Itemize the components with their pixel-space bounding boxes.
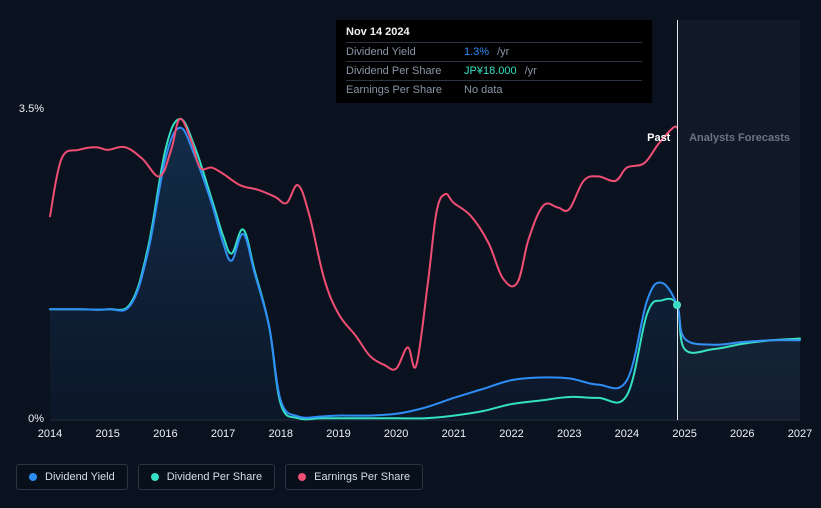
tooltip-row-unit: /yr bbox=[525, 65, 537, 77]
x-tick-label: 2014 bbox=[38, 428, 62, 440]
dividend-chart: 0% 3.5% 2014 2015 2016 2017 2018 2019 2020 2021 2… bbox=[0, 0, 821, 508]
y-tick-label: 3.5% bbox=[14, 103, 44, 115]
forecast-shade bbox=[677, 20, 800, 420]
x-tick-label: 2018 bbox=[269, 428, 293, 440]
x-tick-label: 2024 bbox=[615, 428, 639, 440]
tooltip-row-value: 1.3% bbox=[464, 46, 489, 58]
tooltip-date: Nov 14 2024 bbox=[346, 26, 642, 42]
tooltip-row-unit: /yr bbox=[497, 46, 509, 58]
x-tick-label: 2021 bbox=[442, 428, 466, 440]
legend-dot-icon bbox=[29, 473, 37, 481]
hover-tooltip: Nov 14 2024 Dividend Yield1.3%/yrDividen… bbox=[336, 20, 652, 103]
y-tick-label: 0% bbox=[14, 413, 44, 425]
tooltip-row: Dividend Yield 1.3% /yr bbox=[346, 42, 642, 61]
tooltip-row-label: Dividend Yield bbox=[346, 46, 458, 58]
now-vertical-line bbox=[677, 20, 678, 420]
x-tick-label: 2022 bbox=[499, 428, 523, 440]
legend-label: Dividend Yield bbox=[45, 471, 115, 483]
tooltip-row: Earnings Per Share No data bbox=[346, 80, 642, 99]
tooltip-row-value: JP¥18.000 bbox=[464, 65, 517, 77]
x-tick-label: 2023 bbox=[557, 428, 581, 440]
tooltip-row-label: Earnings Per Share bbox=[346, 84, 458, 96]
legend-label: Earnings Per Share bbox=[314, 471, 410, 483]
legend-label: Dividend Per Share bbox=[167, 471, 262, 483]
tooltip-row: Dividend Per Share JP¥18.000/yr bbox=[346, 61, 642, 80]
chart-legend: Dividend Yield Dividend Per Share Earnin… bbox=[16, 464, 423, 490]
hover-marker-dot bbox=[673, 301, 681, 309]
x-tick-label: 2017 bbox=[211, 428, 235, 440]
legend-item-dividend-yield[interactable]: Dividend Yield bbox=[16, 464, 128, 490]
forecast-label: Analysts Forecasts bbox=[689, 132, 790, 144]
past-label: Past bbox=[647, 132, 670, 144]
legend-item-earnings-per-share[interactable]: Earnings Per Share bbox=[285, 464, 423, 490]
x-tick-label: 2020 bbox=[384, 428, 408, 440]
tooltip-row-value: No data bbox=[464, 84, 503, 96]
x-tick-label: 2026 bbox=[730, 428, 754, 440]
x-tick-label: 2016 bbox=[153, 428, 177, 440]
legend-dot-icon bbox=[151, 473, 159, 481]
x-tick-label: 2025 bbox=[672, 428, 696, 440]
x-tick-label: 2015 bbox=[95, 428, 119, 440]
tooltip-row-label: Dividend Per Share bbox=[346, 65, 458, 77]
legend-item-dividend-per-share[interactable]: Dividend Per Share bbox=[138, 464, 275, 490]
x-tick-label: 2027 bbox=[788, 428, 812, 440]
x-tick-label: 2019 bbox=[326, 428, 350, 440]
legend-dot-icon bbox=[298, 473, 306, 481]
